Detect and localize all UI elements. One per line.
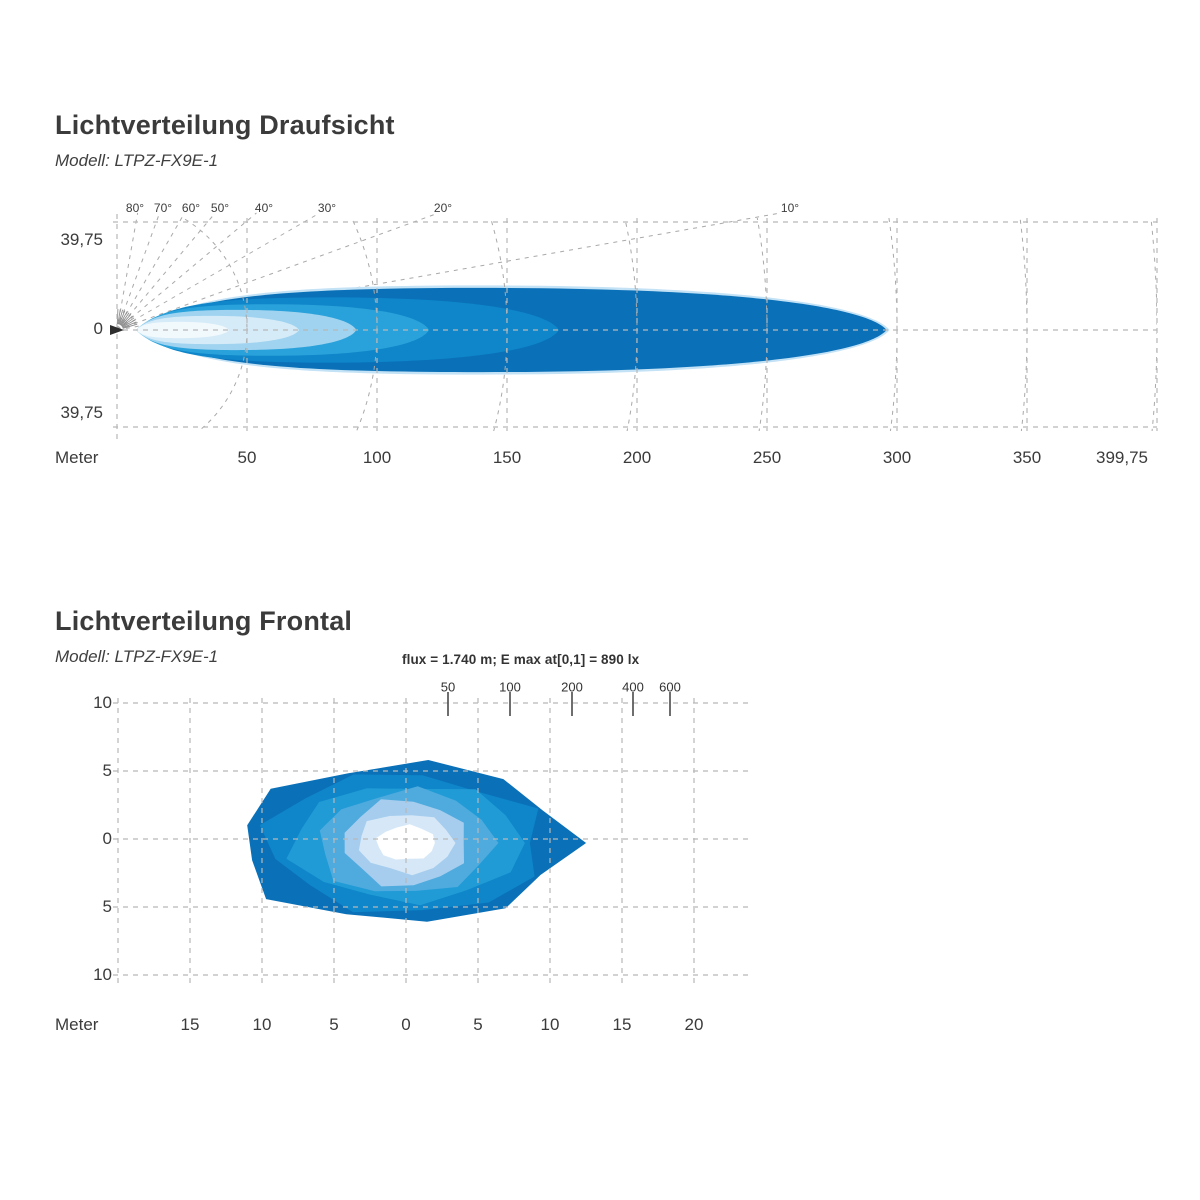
top-x-tick-label: 399,75: [1096, 448, 1148, 467]
flux-annotation: flux = 1.740 m; E max at[0,1] = 890 lx: [402, 652, 640, 667]
isolux-contour-3: [319, 786, 499, 892]
isolux-contour-5: [358, 815, 456, 876]
front-x-tick-label: 10: [540, 1015, 560, 1034]
lux-scale-label-100: 100: [499, 679, 521, 695]
origin-arrow-icon: [110, 325, 124, 335]
lux-scale-label-50: 50: [440, 679, 456, 695]
top-x-tick-label: 350: [1012, 448, 1042, 467]
front-x-tick-label: 15: [180, 1015, 200, 1034]
front-x-tick-label: 5: [329, 1015, 339, 1034]
origin-fan-lines: [116, 309, 138, 329]
beam-contour-3: [136, 309, 357, 351]
top-x-tick-label: 250: [752, 448, 782, 467]
angle-label-10°: 10°: [780, 201, 800, 215]
top-x-tick-label: 50: [237, 448, 257, 467]
top-chart-model: Modell: LTPZ-FX9E-1: [55, 151, 219, 170]
front-chart-grid: [113, 698, 748, 988]
isolux-contour-0: [247, 760, 587, 922]
angle-label-30°: 30°: [317, 201, 337, 215]
lux-scale-ticks: [447, 692, 671, 716]
isolux-contour-4: [344, 799, 464, 887]
front-x-tick-label: 5: [473, 1015, 483, 1034]
top-x-tick-label: 300: [882, 448, 912, 467]
top-x-tick-label: 200: [622, 448, 652, 467]
front-chart-graphics: [113, 692, 748, 988]
angle-label-80°: 80°: [125, 201, 145, 215]
beam-contour-5: [136, 321, 229, 339]
front-x-tick-label: 20: [684, 1015, 704, 1034]
front-x-tick-label: 10: [252, 1015, 272, 1034]
top-y-tick-label: 0: [93, 319, 103, 338]
top-x-unit-label: Meter: [55, 448, 99, 467]
front-x-unit-label: Meter: [55, 1015, 99, 1034]
top-chart-title: Lichtverteilung Draufsicht: [55, 110, 395, 140]
top-chart-grid: [113, 214, 1158, 440]
front-y-tick-label: 5: [102, 897, 112, 916]
front-y-tick-label: 10: [93, 965, 112, 984]
top-y-tick-label: 39,75: [60, 230, 103, 249]
front-x-tick-label: 0: [401, 1015, 411, 1034]
angle-ray-lines: [116, 212, 781, 331]
distance-ring-arcs: [181, 218, 1157, 431]
angle-label-40°: 40°: [254, 201, 274, 215]
lux-scale-label-600: 600: [659, 679, 681, 695]
lux-scale-label-400: 400: [622, 679, 644, 695]
lux-scale-label-200: 200: [561, 679, 583, 695]
front-y-tick-label: 5: [102, 761, 112, 780]
angle-label-20°: 20°: [433, 201, 453, 215]
front-y-tick-label: 0: [102, 829, 112, 848]
beam-rim: [136, 285, 890, 375]
isolux-contours: [247, 760, 587, 922]
front-chart-model: Modell: LTPZ-FX9E-1: [55, 647, 219, 666]
top-chart-graphics: [110, 212, 1158, 440]
beam-contours: [136, 285, 890, 375]
isolux-contour-6: [375, 824, 435, 860]
front-x-tick-label: 15: [612, 1015, 632, 1034]
top-x-tick-label: 150: [492, 448, 522, 467]
angle-label-70°: 70°: [153, 201, 173, 215]
top-y-tick-label: 39,75: [60, 403, 103, 422]
beam-contour-0: [136, 287, 887, 373]
isolux-contour-2: [286, 788, 525, 906]
beam-contour-4: [136, 315, 299, 345]
beam-contour-2: [136, 304, 429, 356]
top-x-tick-label: 100: [362, 448, 392, 467]
beam-contour-1: [136, 297, 559, 363]
isolux-contour-1: [259, 774, 539, 913]
front-y-tick-label: 10: [93, 693, 112, 712]
angle-label-50°: 50°: [210, 201, 230, 215]
front-chart-title: Lichtverteilung Frontal: [55, 606, 353, 636]
angle-label-60°: 60°: [181, 201, 201, 215]
